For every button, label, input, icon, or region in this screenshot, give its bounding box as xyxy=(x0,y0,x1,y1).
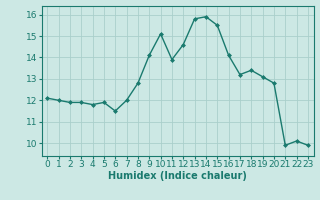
X-axis label: Humidex (Indice chaleur): Humidex (Indice chaleur) xyxy=(108,171,247,181)
